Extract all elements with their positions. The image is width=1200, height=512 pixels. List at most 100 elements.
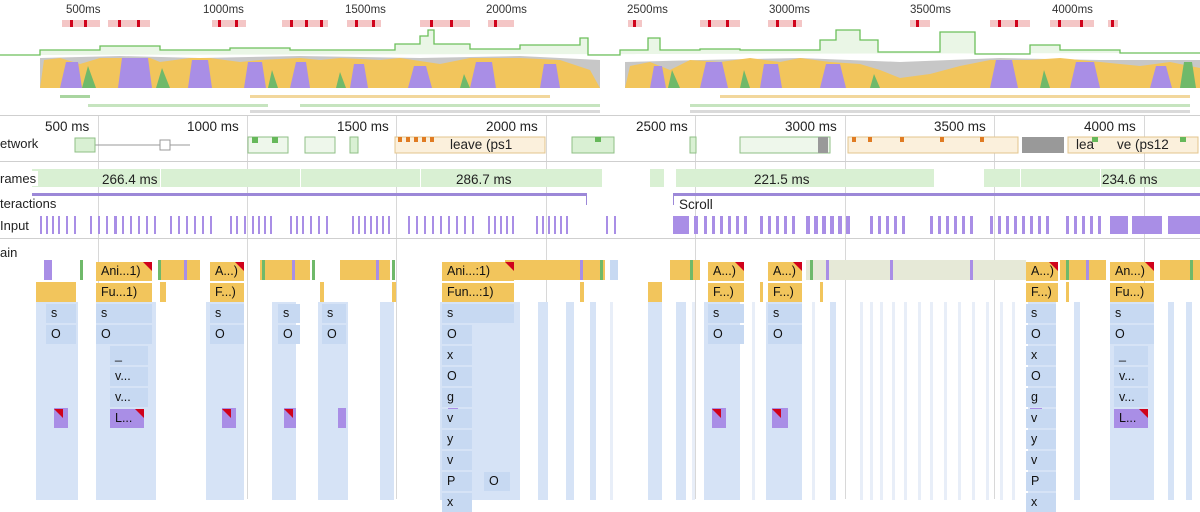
call-frame[interactable]: y <box>442 430 472 449</box>
call-frame[interactable]: s <box>768 304 802 323</box>
call-frame[interactable]: O <box>278 325 300 344</box>
call-frame[interactable]: x <box>442 346 472 365</box>
function-call-task[interactable]: F...) <box>768 283 802 302</box>
call-frame[interactable]: O <box>210 325 244 344</box>
call-frame[interactable]: P <box>1026 472 1056 491</box>
call-frame[interactable]: v <box>442 409 472 428</box>
function-call-task[interactable]: F...) <box>708 283 744 302</box>
overview-tick: 500ms <box>66 4 101 16</box>
call-frame[interactable]: v <box>442 451 472 470</box>
grid-line <box>845 116 846 499</box>
long-task-flags <box>54 409 781 418</box>
frames-track-label[interactable]: rames <box>0 171 39 186</box>
layout-task[interactable]: L... <box>110 409 144 428</box>
function-call-task[interactable]: Fun...:1) <box>442 283 514 302</box>
call-frame[interactable]: s <box>322 304 346 323</box>
function-call-task[interactable]: F...) <box>1026 283 1058 302</box>
function-call-task[interactable]: Fu...) <box>1110 283 1154 302</box>
call-frame[interactable]: g <box>442 388 472 407</box>
call-frame[interactable]: O <box>1026 367 1056 386</box>
layout-task[interactable]: L... <box>1114 409 1148 428</box>
call-frame[interactable]: s <box>1026 304 1056 323</box>
ruler-tick: 4000 ms <box>1084 119 1136 134</box>
interactions-track-label[interactable]: teractions <box>0 196 59 211</box>
call-frame[interactable]: v <box>1026 409 1056 428</box>
animation-frame-task[interactable]: A...) <box>768 262 802 281</box>
interactions-track[interactable] <box>0 192 1200 208</box>
animation-frame-task[interactable]: A...) <box>708 262 744 281</box>
call-frame[interactable]: v... <box>1114 388 1148 407</box>
function-call-task[interactable]: F...) <box>210 283 244 302</box>
call-frame[interactable]: v... <box>1114 367 1148 386</box>
overview-tick: 3000ms <box>769 4 810 16</box>
frame-duration: 286.7 ms <box>456 172 512 187</box>
animation-frame-task[interactable]: Ani...:1) <box>442 262 514 281</box>
track-divider <box>0 161 1200 162</box>
call-frame[interactable]: O <box>322 325 346 344</box>
animation-frame-task[interactable]: A...) <box>1026 262 1058 281</box>
grid-line <box>247 116 248 499</box>
call-frame[interactable]: s <box>1110 304 1154 323</box>
frames-track[interactable] <box>0 167 1200 189</box>
call-frame[interactable]: s <box>442 304 514 323</box>
input-track[interactable] <box>0 214 1200 236</box>
overview-tick: 1500ms <box>345 4 386 16</box>
function-call-task[interactable]: Fu...1) <box>96 283 152 302</box>
call-frame[interactable]: O <box>484 472 510 491</box>
call-frame[interactable]: g <box>1026 388 1056 407</box>
call-frame[interactable]: x <box>442 493 472 512</box>
call-frame[interactable]: s <box>96 304 152 323</box>
overview-chart <box>0 20 1200 113</box>
ruler-tick: 2000 ms <box>486 119 538 134</box>
network-request-label: ve (ps12 <box>1117 137 1169 152</box>
overview-tick: 3500ms <box>910 4 951 16</box>
animation-frame-task[interactable]: Ani...1) <box>96 262 152 281</box>
call-frame[interactable]: v... <box>110 388 148 407</box>
call-frame[interactable]: O <box>1110 325 1154 344</box>
call-frame[interactable]: v... <box>110 367 148 386</box>
call-frame[interactable]: x <box>1026 493 1056 512</box>
call-frame[interactable]: O <box>768 325 802 344</box>
call-frame[interactable]: _ <box>1114 346 1148 365</box>
call-frame[interactable]: s <box>46 304 76 323</box>
overview-tick: 2000ms <box>486 4 527 16</box>
call-frame[interactable]: s <box>708 304 744 323</box>
call-frame[interactable]: s <box>278 304 300 323</box>
cpu-chart <box>40 56 1200 88</box>
call-frame[interactable]: v <box>1026 451 1056 470</box>
animation-frame-task[interactable]: A...) <box>210 262 244 281</box>
frame-duration: 234.6 ms <box>1102 172 1158 187</box>
call-frame[interactable]: O <box>1026 325 1056 344</box>
network-overview <box>60 95 1190 113</box>
overview-pane[interactable]: 500ms 1000ms 1500ms 2000ms 2500ms 3000ms… <box>0 0 1200 116</box>
call-frame[interactable]: O <box>442 325 472 344</box>
network-track[interactable]: ... <box>0 134 1200 156</box>
call-frame[interactable]: x <box>1026 346 1056 365</box>
ruler-tick: 3000 ms <box>785 119 837 134</box>
svg-text:...: ... <box>697 152 707 156</box>
grid-line <box>994 116 995 499</box>
call-frame[interactable]: y <box>1026 430 1056 449</box>
ruler-tick: 2500 ms <box>636 119 688 134</box>
input-events <box>40 216 1200 234</box>
call-frame[interactable]: O <box>442 367 472 386</box>
call-frame[interactable]: O <box>96 325 152 344</box>
ruler-tick: 3500 ms <box>934 119 986 134</box>
input-track-label[interactable]: Input <box>0 218 31 233</box>
network-track-label[interactable]: etwork <box>0 136 41 151</box>
call-frame[interactable]: s <box>210 304 244 323</box>
call-frame[interactable]: O <box>708 325 744 344</box>
call-frame[interactable]: O <box>46 325 76 344</box>
overview-divider <box>0 115 1200 116</box>
call-frame[interactable]: _ <box>110 346 148 365</box>
network-request-label: leave (ps1 <box>450 137 513 152</box>
network-request-label: lea <box>1076 137 1095 152</box>
animation-frame-task[interactable]: An...) <box>1110 262 1154 281</box>
fps-line <box>0 29 1200 56</box>
call-frame[interactable]: P <box>442 472 472 491</box>
track-divider <box>0 238 1200 239</box>
scroll-interaction-label: Scroll <box>679 197 713 212</box>
main-track-label[interactable]: ain <box>0 245 20 260</box>
ruler-tick: 500 ms <box>45 119 90 134</box>
main-thin-tasks <box>36 260 1200 500</box>
